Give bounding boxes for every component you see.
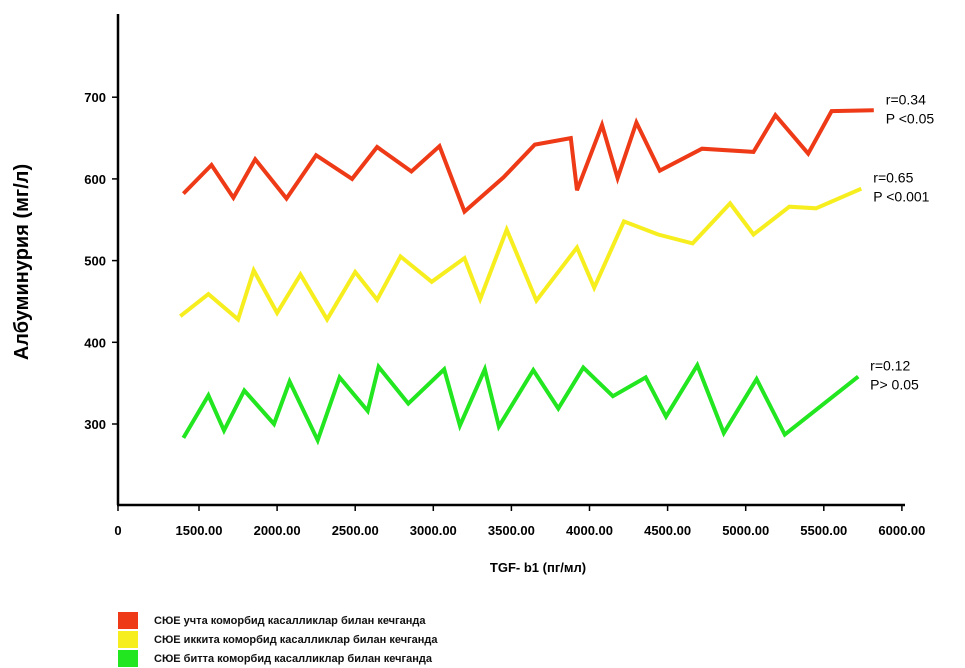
x-axis-title: TGF- b1 (пг/мл) bbox=[490, 560, 586, 575]
x-tick-label: 2500.00 bbox=[332, 523, 379, 538]
legend-item-yellow: СЮЕ иккита коморбид касалликлар билан ке… bbox=[118, 630, 438, 649]
x-ticks: 0 1500.00 2000.00 2500.00 3000.00 3500.00 4000… bbox=[114, 505, 925, 538]
legend-label: СЮЕ учта коморбид касалликлар билан кечг… bbox=[154, 614, 426, 627]
legend: СЮЕ учта коморбид касалликлар билан кечг… bbox=[118, 611, 438, 668]
line-chart: 300 400 500 600 700 0 1500.00 2000.00 2500.00 30… bbox=[11, 14, 934, 575]
stat-p-label: P <0.05 bbox=[886, 110, 935, 126]
stat-r-label: r=0.65 bbox=[873, 170, 913, 186]
legend-label: СЮЕ иккита коморбид касалликлар билан ке… bbox=[154, 633, 438, 646]
x-tick-label: 3500.00 bbox=[488, 523, 535, 538]
stat-p-label: P <0.001 bbox=[873, 189, 929, 205]
legend-swatch bbox=[118, 612, 138, 629]
x-tick-label: 1500.00 bbox=[176, 523, 223, 538]
x-tick-label: 5000.00 bbox=[722, 523, 769, 538]
legend-swatch bbox=[118, 650, 138, 667]
legend-swatch bbox=[118, 631, 138, 648]
y-tick-label: 300 bbox=[84, 417, 106, 432]
y-ticks: 300 400 500 600 700 bbox=[84, 90, 118, 432]
y-tick-label: 500 bbox=[84, 254, 106, 269]
legend-label: СЮЕ битта коморбид касалликлар билан кеч… bbox=[154, 652, 432, 665]
x-tick-label: 4500.00 bbox=[644, 523, 691, 538]
stat-annotations: r=0.34 P <0.05 r=0.65 P <0.001 r=0.12 P> 0.05 bbox=[870, 91, 934, 392]
y-tick-label: 600 bbox=[84, 172, 106, 187]
series-line-2 bbox=[181, 360, 860, 446]
x-tick-label: 3000.00 bbox=[410, 523, 457, 538]
series-line-1 bbox=[179, 186, 863, 324]
stat-r-label: r=0.12 bbox=[870, 358, 910, 374]
series-line-0 bbox=[181, 108, 874, 215]
x-tick-label: 2000.00 bbox=[254, 523, 301, 538]
x-tick-label: 5500.00 bbox=[800, 523, 847, 538]
legend-item-green: СЮЕ битта коморбид касалликлар билан кеч… bbox=[118, 649, 438, 668]
legend-item-red: СЮЕ учта коморбид касалликлар билан кечг… bbox=[118, 611, 438, 630]
stat-r-label: r=0.34 bbox=[886, 91, 926, 107]
stat-p-label: P> 0.05 bbox=[870, 377, 919, 393]
y-tick-label: 700 bbox=[84, 90, 106, 105]
y-axis-title: Албуминурия (мг/л) bbox=[11, 164, 33, 360]
x-tick-label: 6000.00 bbox=[878, 523, 925, 538]
series-layer bbox=[179, 108, 874, 446]
x-tick-label: 0 bbox=[114, 523, 121, 538]
x-tick-label: 4000.00 bbox=[566, 523, 613, 538]
y-tick-label: 400 bbox=[84, 335, 106, 350]
